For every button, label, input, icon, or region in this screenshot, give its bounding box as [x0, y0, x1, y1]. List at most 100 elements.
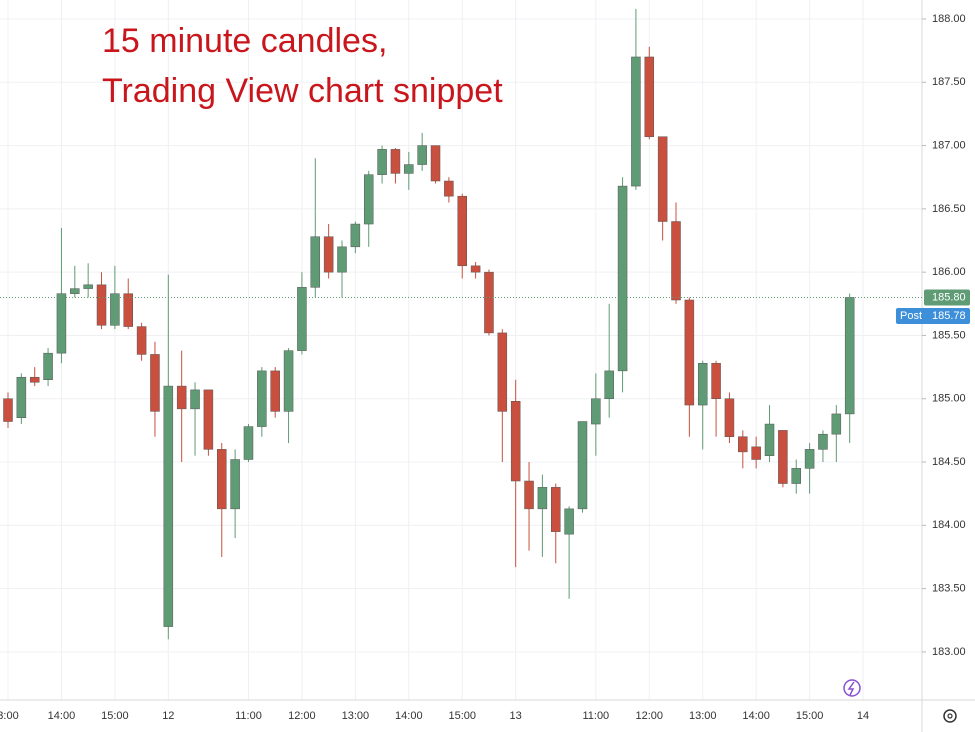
y-tick-label: 187.50 [932, 76, 966, 88]
candle-body [257, 370, 267, 427]
candle-body [430, 145, 441, 182]
candle-body [831, 413, 842, 435]
post-name: Post [900, 310, 922, 322]
icon-gear-center [947, 713, 953, 719]
candle-body [270, 370, 280, 412]
candle-body [96, 284, 107, 326]
x-tick-label: 15:00 [796, 710, 824, 722]
y-tick-label: 185.00 [932, 393, 966, 405]
x-tick-label: 13:00 [342, 710, 370, 722]
candle-body [684, 299, 695, 406]
candle-body [70, 288, 80, 294]
candle-body [617, 185, 628, 372]
candle-body [230, 459, 240, 510]
x-tick-label: 3:00 [0, 710, 19, 722]
candle-body [123, 293, 133, 327]
y-tick-label: 183.50 [932, 583, 966, 595]
candle-body [510, 401, 521, 482]
candle-body [470, 265, 481, 273]
y-tick-label: 187.00 [932, 139, 966, 151]
candle-body [190, 389, 200, 410]
settings-icon[interactable] [943, 709, 957, 723]
candle-body [804, 449, 815, 469]
y-tick-label: 184.50 [932, 456, 966, 468]
candle-body [444, 180, 454, 197]
candle-body [577, 421, 588, 510]
annotation: 15 minute candles, [102, 22, 387, 60]
candle-body [457, 195, 467, 267]
candle-body [323, 236, 334, 273]
candle-body [751, 446, 761, 460]
x-tick-label: 14:00 [742, 710, 770, 722]
candle-body [844, 297, 855, 415]
y-tick-label: 185.50 [932, 329, 966, 341]
post-label-box [896, 308, 970, 324]
x-tick-label: 13 [510, 710, 522, 722]
candle-body [417, 145, 427, 165]
icon-gear [943, 709, 957, 723]
candle-body [818, 433, 828, 450]
x-tick-label: 15:00 [101, 710, 129, 722]
y-tick-label: 184.00 [932, 519, 966, 531]
candle-body [337, 246, 347, 273]
candle-body [136, 326, 147, 355]
y-tick-label: 186.50 [932, 203, 966, 215]
candle-body [243, 426, 254, 460]
x-tick-label: 14 [857, 710, 869, 722]
x-tick-label: 14:00 [48, 710, 76, 722]
y-tick-label: 186.00 [932, 266, 966, 278]
candle-body [591, 398, 601, 425]
candle-body [564, 508, 574, 535]
plot [3, 8, 855, 640]
candle-body [738, 436, 748, 453]
candle-body [644, 56, 655, 137]
candle-body [711, 363, 721, 399]
candle-body [484, 271, 494, 334]
x-tick-label: 15:00 [448, 710, 476, 722]
y-tick-label: 183.00 [932, 646, 966, 658]
annotation: Trading View chart snippet [102, 72, 503, 110]
candle-body [310, 236, 321, 288]
candle-body [217, 449, 227, 510]
candle-body [163, 385, 174, 627]
x-tick-label: 11:00 [235, 710, 262, 722]
candle-body [377, 149, 387, 175]
candle-body [150, 354, 160, 412]
candle-body [404, 164, 414, 174]
x-tick-label: 13:00 [689, 710, 717, 722]
candle-body [203, 389, 214, 450]
candle-body [390, 149, 401, 174]
candle-body [497, 332, 508, 412]
icon-circle [843, 679, 861, 697]
candle-body [363, 174, 374, 225]
candle-body [3, 398, 13, 422]
icon-bolt [847, 681, 855, 696]
candle-body [16, 376, 27, 418]
x-tick-label: 14:00 [395, 710, 423, 722]
x-tick-label: 12 [162, 710, 174, 722]
candle-body [791, 468, 801, 484]
replay-icon[interactable] [843, 679, 861, 697]
candle-body [110, 293, 120, 326]
candle-body [551, 487, 561, 532]
candle-body [524, 480, 534, 510]
candle-body [671, 221, 681, 301]
candle-body [657, 136, 668, 222]
price-label-box [924, 289, 970, 306]
candle-body [778, 430, 788, 484]
candle-body [176, 385, 187, 410]
x-tick-label: 11:00 [582, 710, 609, 722]
candle-body [43, 352, 53, 380]
x-tick-label: 12:00 [288, 710, 316, 722]
candle-body [297, 287, 307, 351]
candle-body [724, 398, 735, 437]
y-tick-label: 188.00 [932, 13, 966, 25]
post-label: 185.78 [932, 310, 966, 322]
candle-body [604, 370, 614, 399]
candle-body [537, 487, 548, 510]
price-label: 185.80 [932, 291, 966, 303]
candle-body [697, 363, 708, 406]
candle-body [29, 376, 40, 383]
